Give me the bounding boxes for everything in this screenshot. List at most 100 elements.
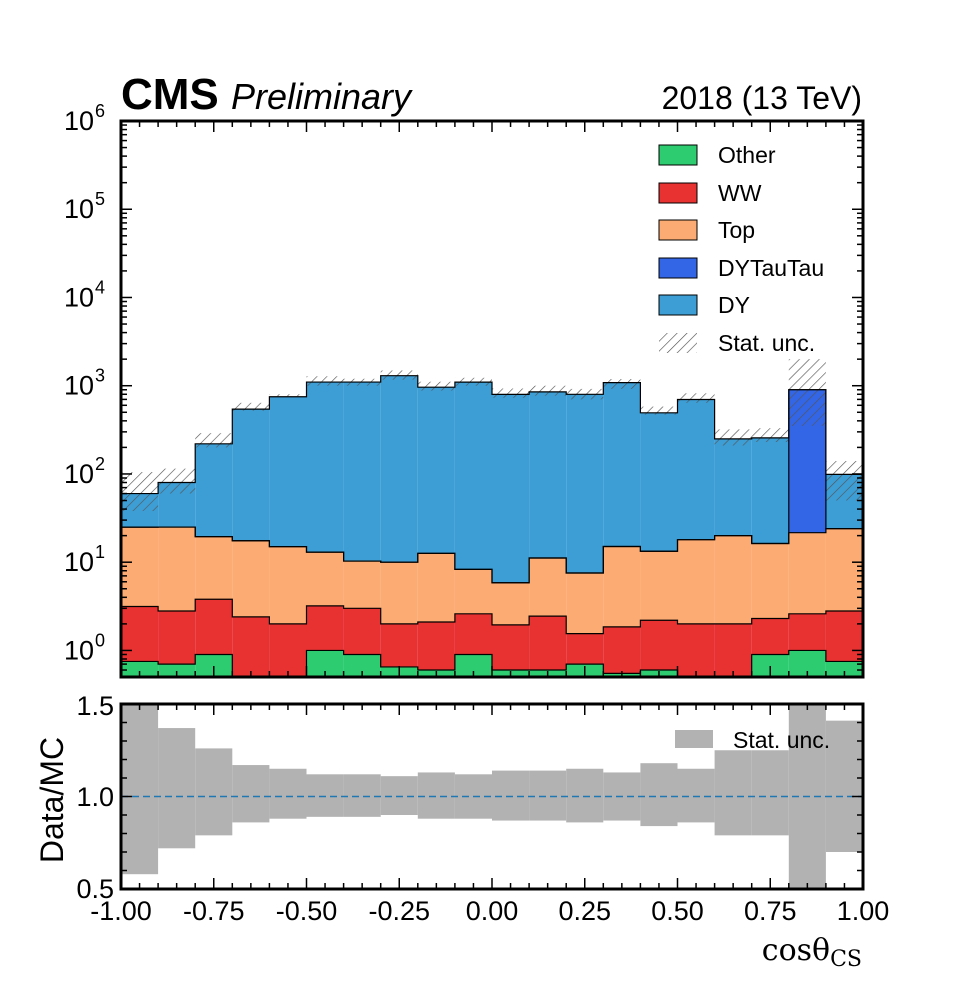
ratio-band-bin-4	[269, 768, 307, 819]
legend-swatch-ww	[658, 182, 698, 204]
bar-dy-bin-13	[603, 382, 641, 547]
ratio-ytick-label-1.0: 1.0	[76, 782, 114, 812]
bar-top-bin-11	[529, 558, 567, 617]
bar-ww-bin-11	[529, 616, 567, 671]
ratio-band-bin-15	[677, 768, 715, 823]
bar-ww-bin-15	[677, 623, 715, 677]
bar-top-bin-13	[603, 546, 641, 627]
main-ytick-exponent-2: 2	[95, 454, 105, 474]
bar-other-bin-3	[232, 681, 269, 682]
bar-top-bin-3	[232, 540, 270, 617]
ratio-band-bin-16	[714, 750, 752, 836]
bar-ww-bin-4	[269, 623, 307, 677]
main-ytick-label-4: 10	[64, 282, 94, 312]
bar-other-bin-1	[158, 664, 196, 677]
x-axis-title: cosθCS	[762, 933, 862, 972]
stat-unc-bin-15	[677, 393, 715, 403]
xtick-label-0.75: 0.75	[744, 896, 797, 926]
bar-ww-bin-6	[343, 608, 381, 655]
ratio-ytick-label-1.5: 1.5	[76, 691, 114, 721]
bar-other-bin-9	[454, 654, 492, 677]
bar-top-bin-6	[343, 561, 381, 609]
bar-dy-bin-8	[417, 387, 455, 554]
ratio-band-bin-12	[566, 768, 604, 823]
ratio-band-bin-7	[380, 776, 418, 815]
stat-unc-bin-18	[788, 359, 826, 426]
bar-top-bin-10	[492, 582, 530, 625]
main-ytick-exponent-4: 4	[95, 277, 105, 297]
stat-unc-bin-3	[232, 402, 270, 411]
stat-unc-bin-19	[825, 461, 863, 501]
bar-dy-bin-5	[306, 382, 344, 553]
bar-ww-bin-16	[714, 623, 752, 677]
bar-ww-bin-1	[158, 610, 196, 665]
xtick-label-0.00: 0.00	[466, 896, 519, 926]
stat-unc-bin-14	[640, 406, 678, 415]
bar-ww-bin-18	[788, 613, 826, 651]
bar-top-bin-0	[121, 527, 159, 607]
bar-top-bin-12	[566, 572, 604, 634]
experiment-label: CMS	[121, 70, 219, 119]
ratio-band-bin-14	[640, 763, 678, 827]
stat-unc-bin-0	[121, 472, 159, 512]
xtick-label--1.00: -1.00	[90, 896, 152, 926]
stat-unc-bin-8	[417, 381, 455, 391]
ratio-legend: Stat. unc.	[675, 727, 830, 753]
ratio-band-bin-6	[343, 774, 381, 817]
main-ytick-label-2: 10	[64, 459, 94, 489]
main-ytick-exponent-6: 6	[95, 101, 105, 121]
ratio-band-bin-10	[492, 770, 530, 821]
ratio-band-bin-19	[825, 720, 863, 852]
ratio-band-bin-11	[529, 770, 567, 821]
legend-label-top: Top	[718, 217, 755, 243]
bar-other-bin-0	[121, 661, 159, 677]
bar-other-bin-15	[678, 681, 715, 682]
legend-label-dy: DY	[718, 292, 750, 318]
stat-unc-bin-1	[158, 468, 196, 494]
ratio-band-bin-8	[417, 772, 455, 819]
ratio-band-bin-17	[751, 750, 789, 836]
bar-dy-bin-16	[714, 438, 752, 536]
bar-dy-bin-3	[232, 409, 270, 541]
bar-ww-bin-8	[417, 622, 455, 671]
bar-top-bin-7	[380, 562, 418, 624]
ratio-ytick-label-0.5: 0.5	[76, 874, 114, 904]
stat-unc-bin-10	[492, 388, 530, 398]
stat-unc-bin-2	[195, 433, 233, 448]
main-ytick-exponent-1: 1	[95, 542, 105, 562]
xtick-label-0.50: 0.50	[651, 896, 704, 926]
bar-ww-bin-5	[306, 605, 344, 651]
bar-ww-bin-13	[603, 626, 641, 674]
stat-unc-bin-5	[306, 376, 344, 386]
outline-dy	[121, 375, 863, 495]
bar-ww-bin-3	[232, 616, 270, 677]
bar-ww-bin-10	[492, 624, 530, 671]
status-label: Preliminary	[231, 76, 413, 117]
main-ytick-label-5: 10	[64, 194, 94, 224]
bar-other-bin-2	[195, 654, 233, 677]
xtick-label--0.75: -0.75	[183, 896, 245, 926]
legend-label-stat-unc: Stat. unc.	[718, 330, 815, 356]
bar-top-bin-4	[269, 546, 307, 624]
bar-ww-bin-14	[640, 620, 678, 671]
bar-dy-bin-10	[492, 394, 530, 583]
bar-ww-bin-7	[380, 623, 418, 667]
bar-top-bin-19	[825, 528, 863, 611]
bar-dy-bin-14	[640, 412, 678, 552]
xtick-label--0.50: -0.50	[276, 896, 338, 926]
bar-top-bin-8	[417, 553, 455, 623]
bar-ww-bin-2	[195, 599, 233, 655]
bar-dy-bin-4	[269, 396, 307, 547]
stat-unc-bin-13	[603, 379, 641, 389]
main-ytick-exponent-5: 5	[95, 189, 105, 209]
bar-dy-bin-11	[529, 391, 567, 559]
bar-dy-bin-17	[751, 437, 789, 544]
legend-swatch-stat-unc	[659, 333, 697, 353]
stacked-histogram-outlines	[121, 375, 863, 677]
xtick-label-1.00: 1.00	[837, 896, 890, 926]
xtick-label-0.25: 0.25	[558, 896, 611, 926]
bar-other-bin-19	[825, 661, 863, 677]
